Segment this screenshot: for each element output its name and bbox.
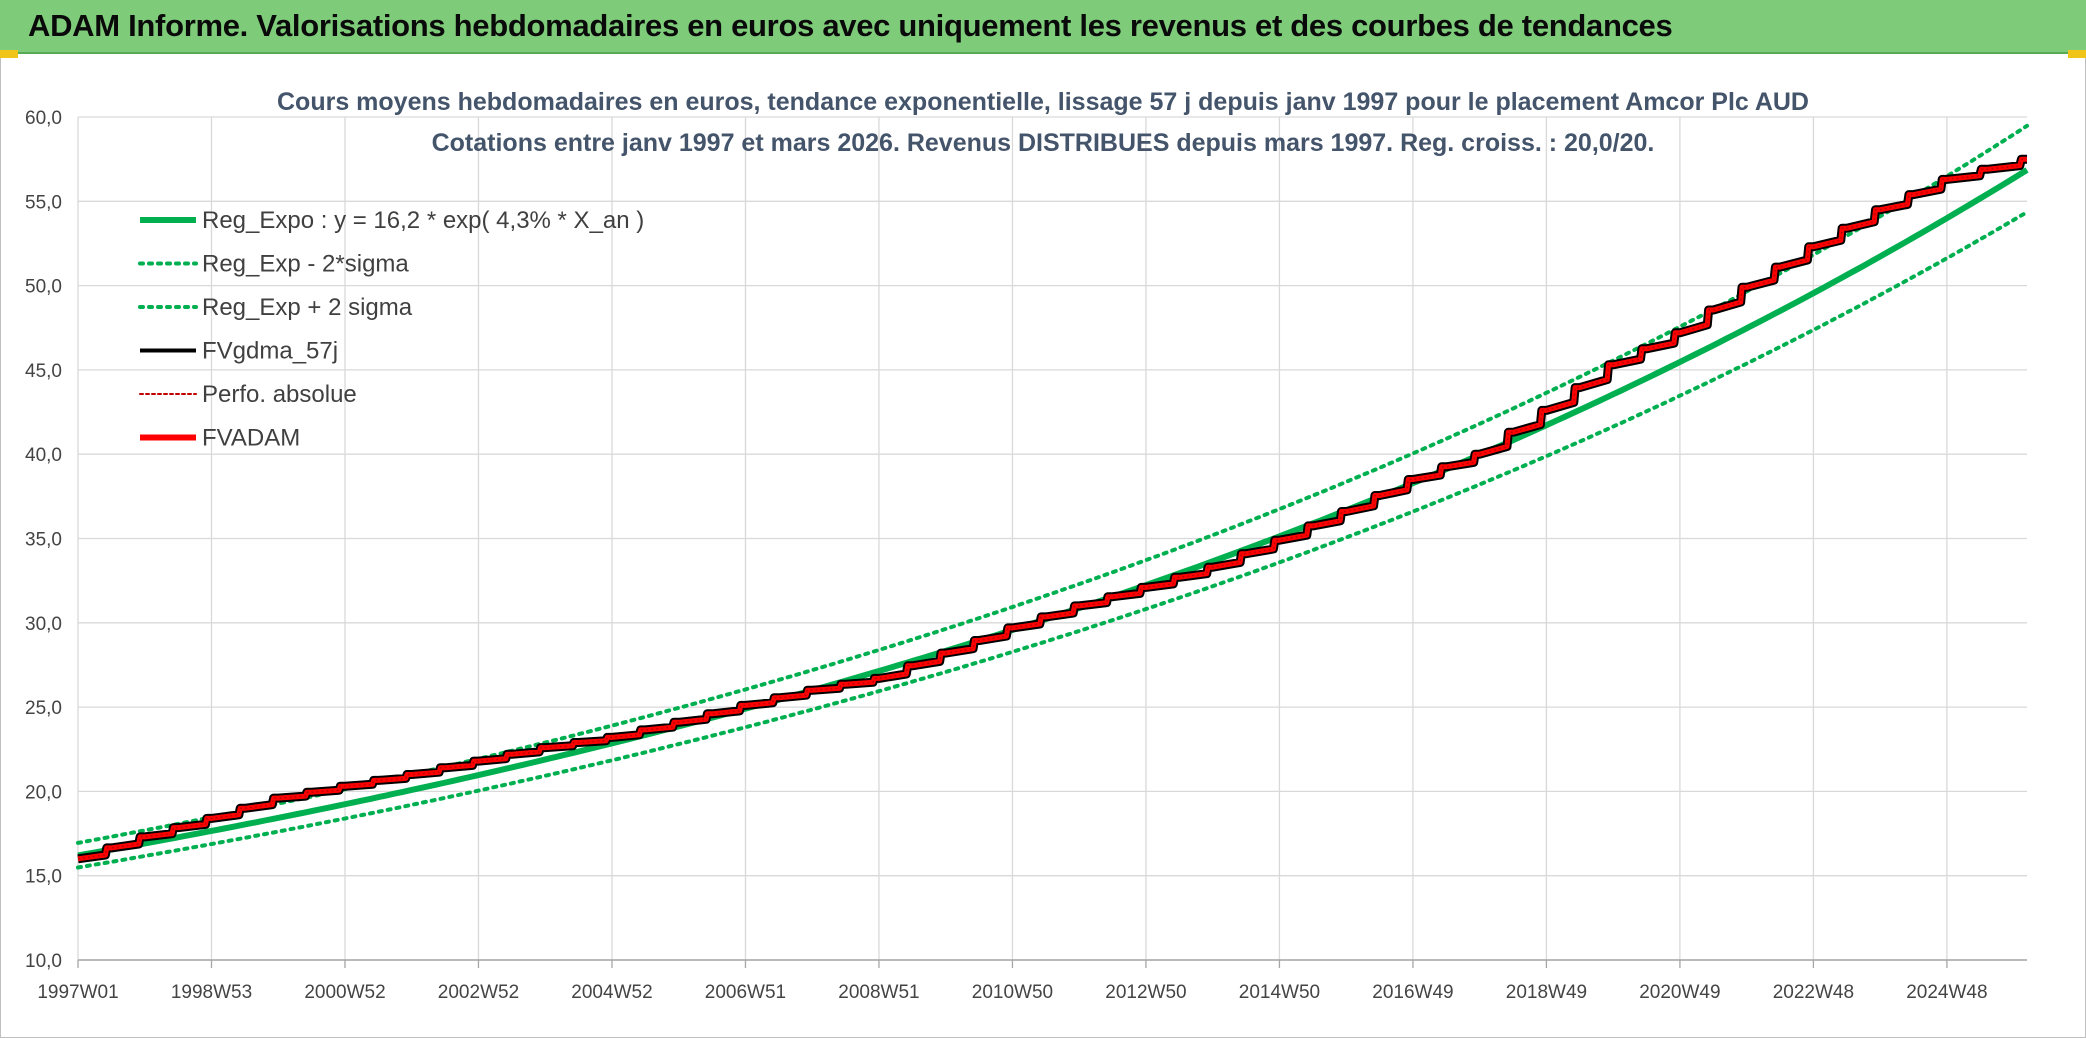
legend-label: FVgdma_57j <box>202 338 338 365</box>
y-tick-label: 55,0 <box>25 192 62 213</box>
x-tick-label: 2002W52 <box>438 982 519 1003</box>
x-tick-label: 2024W48 <box>1906 982 1987 1003</box>
x-tick-label: 2004W52 <box>571 982 652 1003</box>
report-header: ADAM Informe. Valorisations hebdomadaire… <box>0 0 2086 54</box>
report-title: ADAM Informe. Valorisations hebdomadaire… <box>28 8 1673 43</box>
x-tick-label: 2012W50 <box>1105 982 1186 1003</box>
y-tick-label: 50,0 <box>25 277 62 298</box>
x-tick-label: 2010W50 <box>972 982 1053 1003</box>
x-tick-label: 2016W49 <box>1372 982 1453 1003</box>
x-tick-label: 2014W50 <box>1239 982 1320 1003</box>
x-tick-label: 2000W52 <box>304 982 385 1003</box>
y-tick-label: 10,0 <box>25 951 62 972</box>
legend-label: Reg_Exp - 2*sigma <box>202 251 409 278</box>
x-tick-label: 2020W49 <box>1639 982 1720 1003</box>
axes: 60,0 55,0 50,0 45,0 40,0 35,0 30,0 25,0 20,0 15,0… <box>25 108 2027 1003</box>
y-tick-label: 35,0 <box>25 530 62 551</box>
corner-marker-left <box>0 50 18 58</box>
legend-label: Reg_Expo : y = 16,2 * exp( 4,3% * X_an ) <box>202 207 644 234</box>
y-tick-label: 30,0 <box>25 614 62 635</box>
x-tick-label: 2018W49 <box>1506 982 1587 1003</box>
y-tick-label: 25,0 <box>25 698 62 719</box>
y-tick-label: 15,0 <box>25 867 62 888</box>
y-tick-label: 20,0 <box>25 782 62 803</box>
series-perfo-absolue <box>77 158 2027 860</box>
gridlines <box>77 116 2027 961</box>
x-tick-label: 1997W01 <box>37 982 118 1003</box>
legend-label: Reg_Exp + 2 sigma <box>202 294 413 321</box>
series-lines <box>76 123 2029 870</box>
x-tick-label: 2006W51 <box>705 982 786 1003</box>
y-tick-label: 60,0 <box>25 108 62 129</box>
corner-marker-right <box>2068 50 2086 58</box>
chart-title: Cours moyens hebdomadaires en euros, ten… <box>277 88 1809 116</box>
legend-label: FVADAM <box>202 425 300 452</box>
chart-subtitle: Cotations entre janv 1997 et mars 2026. … <box>432 129 1655 157</box>
y-tick-label: 45,0 <box>25 361 62 382</box>
x-tick-label: 1998W53 <box>171 982 252 1003</box>
x-tick-label: 2008W51 <box>838 982 919 1003</box>
legend: Reg_Expo : y = 16,2 * exp( 4,3% * X_an )… <box>138 207 644 452</box>
y-tick-label: 40,0 <box>25 445 62 466</box>
legend-label: Perfo. absolue <box>202 381 357 408</box>
x-tick-label: 2022W48 <box>1773 982 1854 1003</box>
series-reg-minus-2sigma <box>76 210 2029 870</box>
